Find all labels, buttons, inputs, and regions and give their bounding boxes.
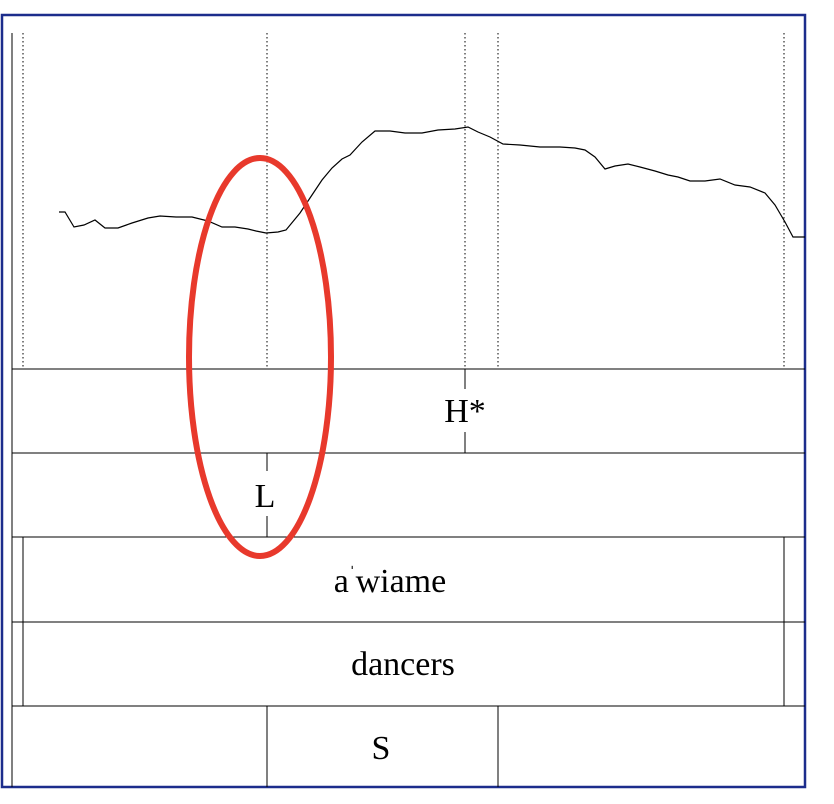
highlight-ellipse (186, 155, 334, 559)
pitch-panel (22, 33, 805, 369)
tone-low-label: L (255, 478, 276, 515)
word-label: aˈwiame (334, 563, 446, 600)
segment-label: S (372, 730, 391, 767)
word-suffix: wiame (356, 563, 447, 600)
word-stress-mark: ˈ (349, 563, 356, 585)
pitch-contour (59, 126, 805, 238)
outer-border (0, 13, 807, 789)
word-prefix: a (334, 563, 349, 600)
tier-grid (11, 33, 805, 787)
tone-high-label: H* (444, 393, 486, 430)
gloss-label: dancers (351, 646, 455, 683)
